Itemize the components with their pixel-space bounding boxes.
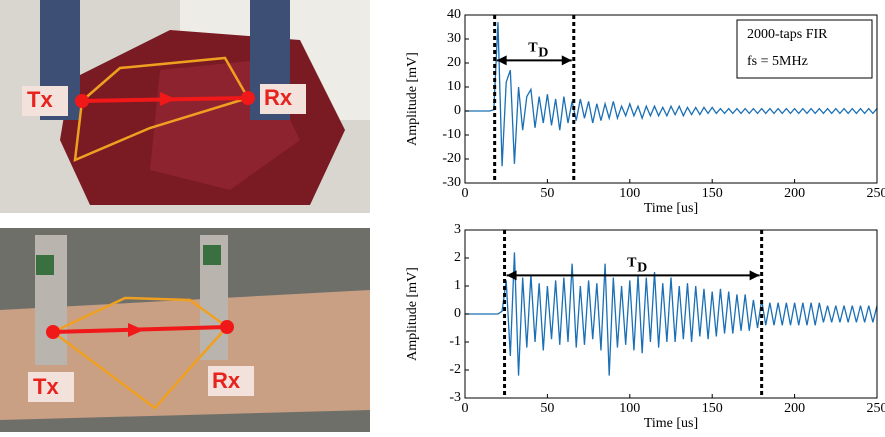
x-tick-label: 50 (540, 401, 554, 416)
y-tick-label: 3 (454, 222, 461, 237)
label-bg (208, 366, 254, 396)
x-tick-label: 200 (784, 186, 805, 201)
path-upper (52, 296, 228, 334)
x-axis-label: Time [us] (644, 416, 698, 431)
tx-label: Tx (27, 87, 53, 112)
photo-arm: Tx Rx (0, 228, 370, 432)
label-bg (28, 372, 74, 402)
y-tick-label: 10 (447, 79, 461, 94)
td-label: T (627, 256, 637, 271)
x-tick-label: 100 (619, 186, 640, 201)
rx-label: Rx (264, 85, 293, 110)
board (203, 245, 221, 265)
x-tick-label: 250 (867, 186, 885, 201)
note-text: fs = 5MHz (747, 54, 808, 69)
y-tick-label: 40 (447, 7, 461, 22)
rx-point (241, 91, 255, 105)
note-text: 2000-taps FIR (747, 27, 828, 42)
rx-point (220, 320, 234, 334)
y-axis-label: Amplitude [mV] (405, 52, 420, 146)
td-arrow-head (749, 270, 760, 281)
arrow-head (128, 323, 144, 337)
board (36, 255, 54, 275)
photo-meat: Tx Rx (0, 0, 370, 213)
axes-frame (464, 14, 878, 184)
path-upper (81, 56, 250, 102)
y-axis-label: Amplitude [mV] (405, 267, 420, 361)
y-tick-label: 0 (454, 103, 461, 118)
td-arrow-head (506, 270, 517, 281)
td-label: T (528, 41, 538, 56)
tx-label: Tx (33, 374, 59, 399)
path-lower (52, 326, 228, 410)
label-bg (260, 84, 306, 114)
td-arrow-head (561, 55, 572, 66)
tx-point (46, 325, 60, 339)
y-tick-label: 20 (447, 55, 461, 70)
y-tick-label: -20 (442, 151, 461, 166)
rx-label: Rx (212, 368, 241, 393)
x-tick-label: 200 (784, 401, 805, 416)
axes-frame (464, 229, 878, 399)
x-tick-label: 0 (462, 186, 469, 201)
y-tick-label: 30 (447, 31, 461, 46)
y-tick-label: -1 (449, 334, 461, 349)
y-tick-label: 2 (454, 250, 461, 265)
signal-line (465, 252, 878, 376)
arrow-head (160, 92, 176, 106)
electrode (35, 235, 67, 365)
y-tick-label: 1 (454, 278, 461, 293)
x-tick-label: 150 (702, 401, 723, 416)
x-tick-label: 150 (702, 186, 723, 201)
x-tick-label: 100 (619, 401, 640, 416)
y-tick-label: -10 (442, 127, 461, 142)
signal-line (465, 22, 878, 167)
arm (0, 290, 370, 420)
y-tick-label: -3 (449, 390, 461, 405)
x-axis-label: Time [us] (644, 201, 698, 216)
x-tick-label: 0 (462, 401, 469, 416)
y-tick-label: -30 (442, 175, 461, 190)
tx-point (75, 94, 89, 108)
y-tick-label: 0 (454, 306, 461, 321)
label-bg (22, 86, 68, 116)
y-tick-label: -2 (449, 362, 461, 377)
td-arrow-head (496, 55, 507, 66)
td-subscript: D (538, 46, 548, 61)
path-lower (73, 96, 249, 162)
td-subscript: D (637, 261, 647, 276)
x-tick-label: 250 (867, 401, 885, 416)
note-box (736, 19, 873, 79)
x-tick-label: 50 (540, 186, 554, 201)
